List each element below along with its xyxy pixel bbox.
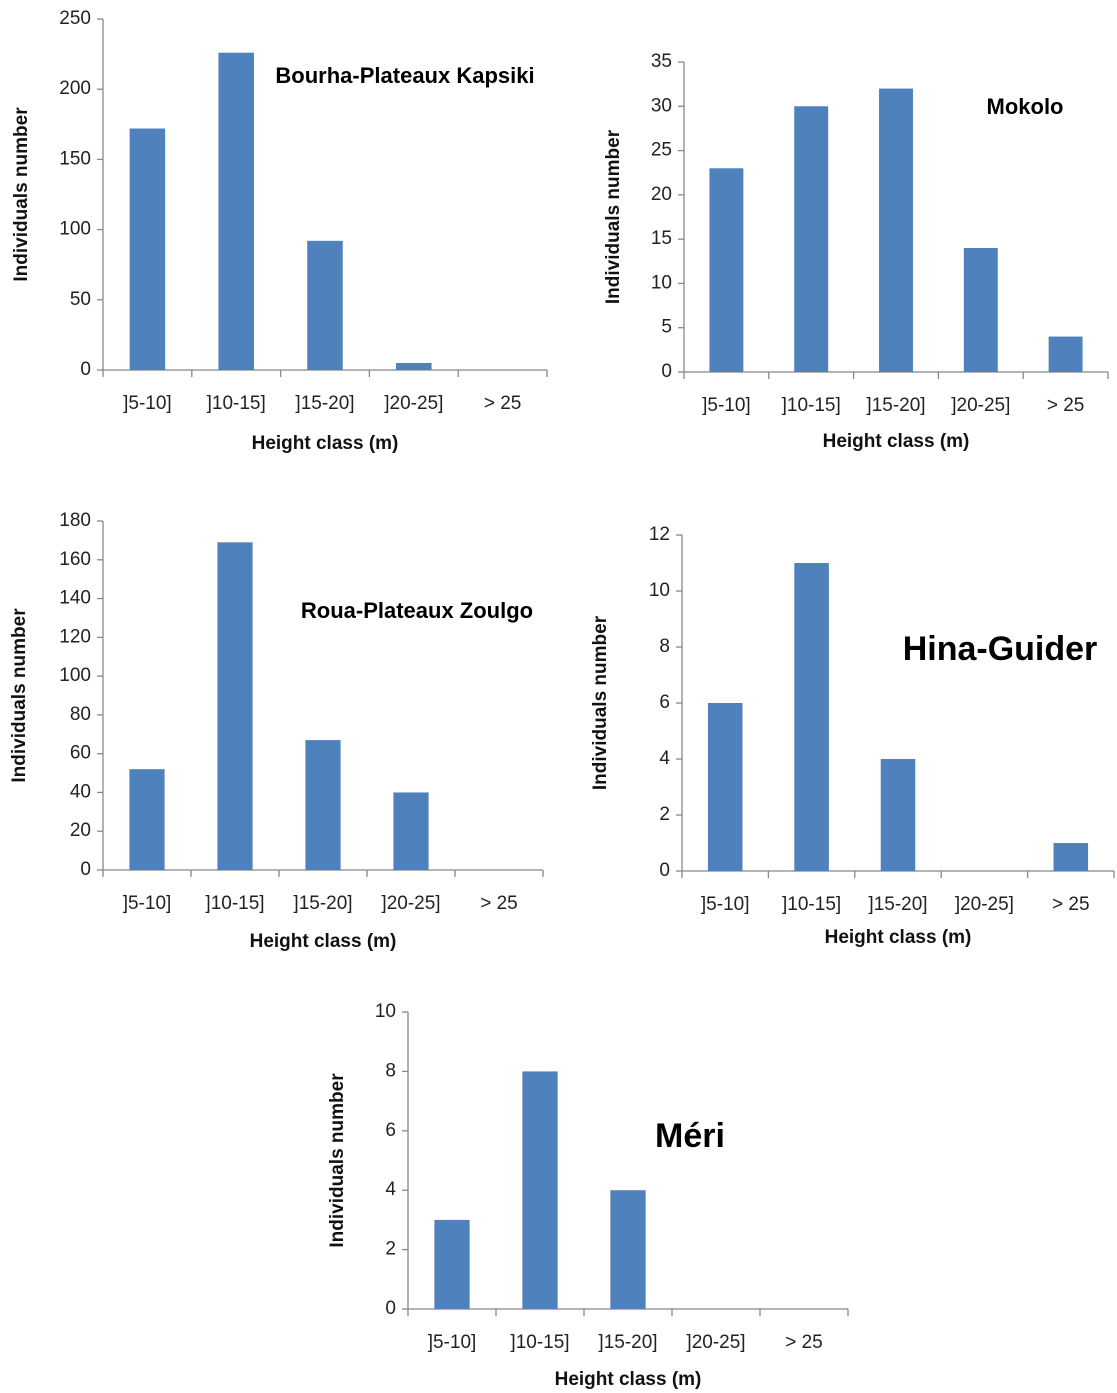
x-tick-label: > 25: [1052, 894, 1090, 915]
y-tick-label: 10: [651, 272, 672, 293]
x-tick-label: ]15-20]: [598, 1332, 657, 1353]
bar: [1053, 843, 1089, 871]
y-tick-label: 100: [59, 665, 91, 686]
x-tick-label: ]10-15]: [205, 893, 264, 914]
x-tick-label: > 25: [480, 893, 518, 914]
y-tick-label: 5: [661, 317, 672, 338]
bar: [129, 128, 166, 370]
chart-title: Hina-Guider: [903, 630, 1098, 668]
bar: [610, 1190, 646, 1309]
bar: [305, 740, 341, 870]
chart-title: Roua-Plateaux Zoulgo: [301, 598, 533, 623]
x-tick-label: ]10-15]: [782, 395, 841, 416]
y-tick-label: 0: [661, 361, 672, 382]
y-tick-label: 6: [659, 692, 670, 713]
y-tick-label: 10: [649, 580, 670, 601]
bar: [963, 248, 998, 372]
bar: [879, 88, 913, 373]
bar: [218, 52, 254, 371]
bar: [434, 1219, 470, 1309]
y-axis-label: Individuals number: [327, 1073, 348, 1248]
x-tick-label: ]5-10]: [428, 1332, 477, 1353]
y-tick-label: 180: [59, 510, 91, 531]
x-axis-label: Height class (m): [555, 1369, 702, 1390]
y-tick-label: 20: [70, 820, 91, 841]
x-axis-label: Height class (m): [823, 431, 970, 452]
y-tick-label: 0: [385, 1298, 396, 1319]
x-tick-label: ]10-15]: [510, 1332, 569, 1353]
y-tick-label: 15: [651, 228, 672, 249]
x-tick-label: ]5-10]: [702, 395, 751, 416]
bar: [522, 1071, 558, 1309]
x-tick-label: ]10-15]: [207, 393, 266, 414]
y-axis-label: Individuals number: [9, 608, 30, 783]
bar: [794, 563, 829, 871]
y-tick-label: 8: [385, 1060, 396, 1081]
x-tick-label: > 25: [785, 1332, 823, 1353]
x-axis-label: Height class (m): [252, 433, 399, 454]
y-tick-label: 150: [59, 148, 91, 169]
y-tick-label: 10: [375, 1001, 396, 1022]
x-tick-label: ]20-25]: [381, 893, 440, 914]
y-tick-label: 200: [59, 78, 91, 99]
bar: [794, 106, 829, 373]
y-tick-label: 250: [59, 8, 91, 29]
y-tick-label: 6: [385, 1120, 396, 1141]
x-tick-label: > 25: [484, 393, 522, 414]
y-tick-label: 8: [659, 636, 670, 657]
x-axis-label: Height class (m): [250, 931, 397, 952]
y-tick-label: 35: [651, 51, 672, 72]
y-tick-label: 40: [70, 781, 91, 802]
bar: [707, 703, 743, 871]
x-tick-label: ]15-20]: [293, 893, 352, 914]
y-axis-label: Individuals number: [590, 615, 611, 790]
bar: [880, 759, 916, 871]
y-tick-label: 60: [70, 743, 91, 764]
bar: [396, 362, 432, 370]
y-tick-label: 160: [59, 549, 91, 570]
y-tick-label: 20: [651, 184, 672, 205]
y-tick-label: 12: [649, 524, 670, 545]
x-tick-label: ]15-20]: [295, 393, 354, 414]
y-tick-label: 2: [659, 804, 670, 825]
x-tick-label: ]20-25]: [951, 395, 1010, 416]
x-tick-label: ]5-10]: [123, 893, 172, 914]
y-tick-label: 0: [659, 860, 670, 881]
y-tick-label: 4: [659, 748, 670, 769]
chart-title: Méri: [655, 1117, 725, 1155]
x-tick-label: ]20-25]: [384, 393, 443, 414]
y-tick-label: 2: [385, 1239, 396, 1260]
y-axis-label: Individuals number: [11, 107, 32, 282]
y-tick-label: 100: [59, 219, 91, 240]
bar: [217, 542, 253, 870]
y-tick-label: 50: [70, 289, 91, 310]
x-tick-label: > 25: [1047, 395, 1085, 416]
y-tick-label: 140: [59, 588, 91, 609]
bar: [129, 769, 165, 870]
x-tick-label: ]15-20]: [866, 395, 925, 416]
y-tick-label: 4: [385, 1179, 396, 1200]
chart-title: Bourha-Plateaux Kapsiki: [275, 63, 534, 88]
bar: [1048, 336, 1083, 372]
bar: [709, 168, 744, 372]
y-tick-label: 0: [80, 859, 91, 880]
x-tick-label: ]5-10]: [701, 894, 750, 915]
x-tick-label: ]10-15]: [782, 894, 841, 915]
x-axis-label: Height class (m): [825, 927, 972, 948]
chart-title: Mokolo: [987, 94, 1064, 119]
y-tick-label: 120: [59, 626, 91, 647]
bar: [307, 240, 343, 370]
x-tick-label: ]5-10]: [123, 393, 172, 414]
x-tick-label: ]20-25]: [955, 894, 1014, 915]
x-tick-label: ]15-20]: [868, 894, 927, 915]
y-axis-label: Individuals number: [603, 129, 624, 304]
y-tick-label: 25: [651, 140, 672, 161]
bar: [393, 792, 429, 870]
y-tick-label: 0: [80, 359, 91, 380]
y-tick-label: 80: [70, 704, 91, 725]
y-tick-label: 30: [651, 95, 672, 116]
x-tick-label: ]20-25]: [686, 1332, 745, 1353]
